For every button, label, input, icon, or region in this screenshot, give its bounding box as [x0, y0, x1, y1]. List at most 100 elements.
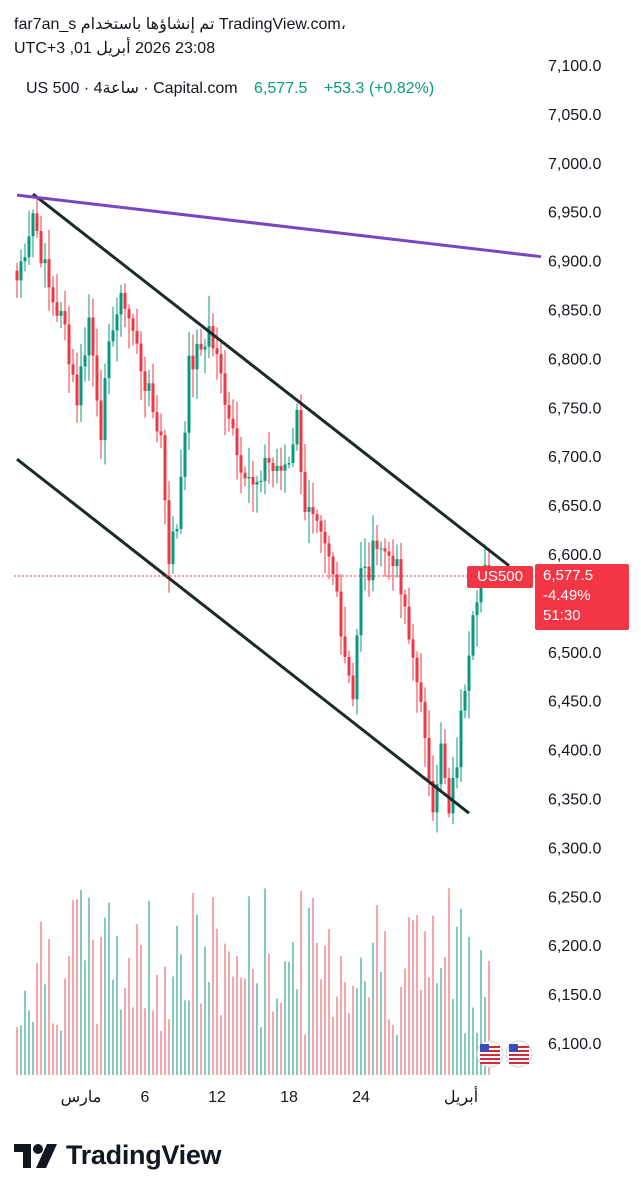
y-tick-label: 6,350.0 — [548, 792, 601, 809]
candle-body — [51, 287, 55, 303]
volume-bar — [484, 996, 486, 1075]
candle-body — [255, 481, 259, 485]
legend-symbol[interactable]: US 500 · 4ساعة · Capital.com — [26, 80, 238, 97]
volume-bar — [184, 1000, 186, 1075]
price-chart[interactable]: 7,100.0 7,050.0 7,000.0 6,950.0 6,900.0 6,850… — [0, 0, 641, 1130]
volume-bar — [24, 990, 26, 1075]
resistance-line[interactable] — [16, 193, 542, 259]
legend-change: +53.3 (+0.82%) — [323, 80, 435, 97]
chart-timestamp: 23:08 2026 أبريل 01, UTC+3 — [14, 40, 216, 57]
candle-body — [347, 656, 351, 676]
candle-body — [47, 259, 51, 288]
volume-bar — [464, 1033, 466, 1075]
candle-body — [179, 476, 183, 530]
event-flags[interactable] — [476, 1040, 533, 1068]
last-price-change: -4.49% — [543, 587, 591, 604]
candle-body — [87, 317, 91, 356]
candle-body — [327, 543, 331, 557]
volume-bar — [436, 983, 438, 1075]
x-tick-label: 24 — [352, 1089, 370, 1106]
volume-bar — [452, 998, 454, 1075]
candle-body — [239, 455, 243, 473]
volume-bar — [64, 978, 66, 1075]
lower-channel-line[interactable] — [16, 457, 470, 815]
volume-bar — [340, 955, 342, 1075]
x-axis[interactable]: مارس 6 12 18 24 أبريل — [61, 1086, 479, 1106]
volume-bar — [232, 976, 234, 1075]
candle-body — [135, 330, 139, 344]
volume-bar — [456, 926, 458, 1075]
trend-lines[interactable] — [16, 192, 542, 815]
volume-bar — [136, 924, 138, 1075]
volume-bar — [360, 957, 362, 1075]
candle-body — [443, 743, 447, 779]
y-tick-label: 6,950.0 — [548, 205, 601, 222]
candle-body — [403, 594, 407, 607]
symbol-legend[interactable]: US 500 · 4ساعة · Capital.com 6,577.5 +53… — [26, 78, 434, 98]
candle-body — [335, 574, 339, 592]
candle-body — [115, 314, 119, 331]
last-price-box: 6,577.5 -4.49% 51:30 — [535, 564, 629, 630]
candle-body — [331, 556, 335, 575]
volume-bar — [292, 942, 294, 1075]
candle-body — [95, 355, 99, 401]
volume-bar — [148, 900, 150, 1075]
volume-bar — [40, 921, 42, 1075]
tradingview-logo[interactable]: TradingView — [14, 1140, 222, 1171]
candle-body — [271, 462, 275, 472]
volume-bar — [112, 979, 114, 1075]
candle-body — [187, 355, 191, 433]
volume-bar — [428, 977, 430, 1075]
candle-body — [211, 326, 215, 349]
candle-body — [279, 465, 283, 471]
candle-body — [363, 566, 367, 569]
candle-body — [83, 355, 87, 367]
candle-body — [163, 435, 167, 501]
volume-bar — [424, 931, 426, 1075]
y-tick-label: 7,050.0 — [548, 107, 601, 124]
volume-bar — [488, 960, 490, 1075]
volume-bar — [268, 953, 270, 1075]
candle-body — [451, 777, 455, 814]
volume-bar — [392, 1024, 394, 1075]
volume-bar — [60, 1030, 62, 1075]
candle-body — [427, 737, 431, 781]
us-flag-icon[interactable] — [505, 1040, 533, 1068]
volume-bar — [316, 942, 318, 1075]
candle-body — [431, 780, 435, 813]
candle-body — [23, 257, 27, 262]
candle-body — [287, 463, 291, 465]
candle-body — [167, 500, 171, 565]
volume-bar — [68, 955, 70, 1075]
y-tick-label: 6,650.0 — [548, 498, 601, 515]
volume-bar — [100, 937, 102, 1075]
volume-bar — [412, 920, 414, 1075]
volume-bars — [16, 888, 490, 1075]
candle-body — [407, 606, 411, 640]
volume-bar — [88, 897, 90, 1075]
candle-body — [223, 373, 227, 405]
volume-bar — [460, 908, 462, 1075]
volume-bar — [328, 928, 330, 1075]
volume-bar — [352, 985, 354, 1075]
y-tick-label: 7,000.0 — [548, 156, 601, 173]
us-flag-icon[interactable] — [476, 1040, 504, 1068]
volume-bar — [216, 928, 218, 1075]
candle-body — [295, 409, 299, 445]
y-tick-label: 6,900.0 — [548, 254, 601, 271]
volume-bar — [108, 902, 110, 1075]
volume-bar — [188, 1000, 190, 1075]
candle-body — [291, 444, 295, 464]
volume-bar — [52, 1023, 54, 1075]
x-tick-label: 12 — [208, 1089, 226, 1106]
volume-bar — [468, 936, 470, 1075]
candle-body — [43, 259, 47, 264]
chart-attribution: far7an_s تم إنشاؤها باستخدام TradingView… — [14, 16, 346, 33]
candle-body — [55, 302, 59, 316]
candle-body — [111, 330, 115, 342]
y-axis[interactable]: 7,100.0 7,050.0 7,000.0 6,950.0 6,900.0 6,850… — [548, 58, 601, 1053]
last-price-value: 6,577.5 — [543, 567, 594, 584]
upper-channel-line[interactable] — [32, 192, 510, 567]
y-tick-label: 6,150.0 — [548, 987, 601, 1004]
candle-body — [159, 431, 163, 436]
